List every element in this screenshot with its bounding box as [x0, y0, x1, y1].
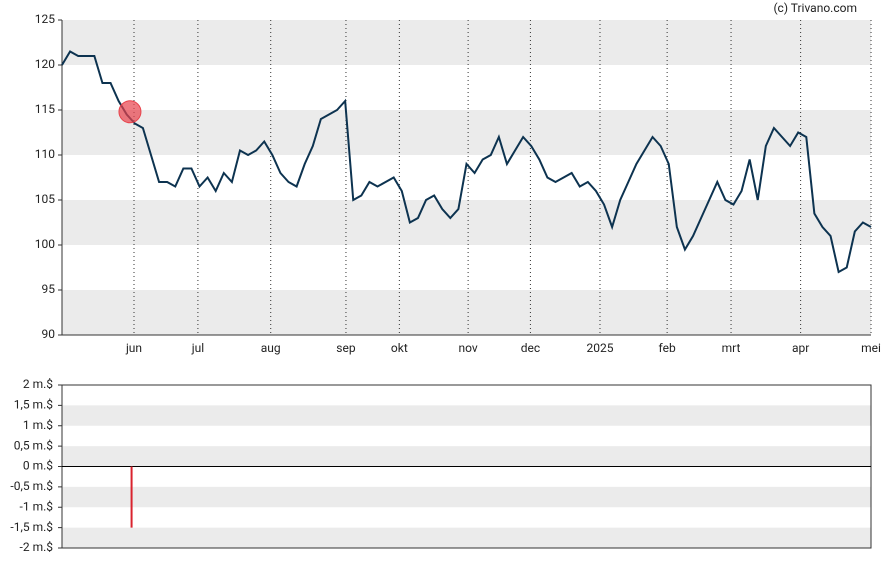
- x-tick-label: mrt: [722, 341, 741, 355]
- grid-band: [62, 405, 871, 426]
- grid-band: [62, 486, 871, 508]
- grid-band: [62, 290, 871, 335]
- marker: [118, 100, 142, 124]
- y-tick-label: -1 m.$: [20, 499, 54, 513]
- y-tick-label: 0 m.$: [23, 459, 53, 473]
- y-tick-label: -1,5 m.$: [10, 520, 53, 534]
- x-tick-label: jul: [191, 341, 204, 355]
- y-tick-label: 120: [35, 57, 55, 71]
- x-tick-label: dec: [521, 341, 540, 355]
- grid-band: [62, 527, 871, 548]
- y-tick-label: 1 m.$: [23, 418, 53, 432]
- x-tick-label: feb: [659, 341, 676, 355]
- y-tick-label: 125: [35, 12, 55, 26]
- x-tick-label: apr: [792, 341, 809, 355]
- x-tick-label: okt: [391, 341, 408, 355]
- y-tick-label: 95: [42, 282, 56, 296]
- y-tick-label: 100: [35, 237, 55, 251]
- x-tick-label: sep: [336, 341, 356, 355]
- grid-band: [62, 200, 871, 245]
- y-tick-label: -2 m.$: [20, 540, 54, 554]
- grid-band: [62, 446, 871, 467]
- x-tick-label: aug: [261, 341, 281, 355]
- y-tick-label: 0,5 m.$: [14, 438, 54, 452]
- line: [61, 50, 872, 274]
- grid-band: [62, 20, 871, 65]
- x-tick-label: jun: [125, 341, 142, 355]
- x-tick-label: 2025: [586, 341, 613, 355]
- x-tick-label: nov: [459, 341, 478, 355]
- credit: (c) Trivano.com: [773, 1, 857, 15]
- x-tick-label: mei: [861, 341, 881, 355]
- y-tick-label: 110: [35, 147, 55, 161]
- y-tick-label: -0,5 m.$: [10, 479, 53, 493]
- grid-band: [62, 110, 871, 155]
- y-tick-label: 1,5 m.$: [14, 398, 54, 412]
- y-tick-label: 90: [42, 327, 56, 341]
- y-tick-label: 105: [35, 192, 55, 206]
- y-tick-label: 115: [35, 102, 55, 116]
- y-tick-label: 2 m.$: [23, 377, 53, 391]
